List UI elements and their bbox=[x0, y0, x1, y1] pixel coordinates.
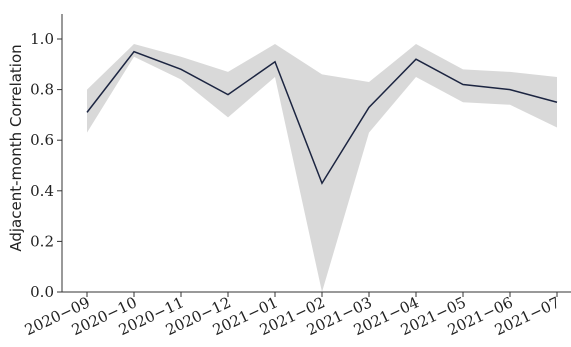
y-tick-label: 0.2 bbox=[30, 232, 54, 250]
series-line-layer bbox=[86, 50, 558, 185]
y-tick-label: 0.0 bbox=[30, 283, 54, 301]
y-tick-label: 0.8 bbox=[30, 81, 54, 99]
y-axis-label: Adjacent-month Correlation bbox=[7, 44, 25, 251]
y-tick-label: 0.4 bbox=[30, 182, 54, 200]
confidence-band bbox=[87, 44, 557, 293]
confidence-band-layer bbox=[87, 44, 557, 293]
y-tick-label: 1.0 bbox=[30, 30, 54, 48]
y-tick-label: 0.6 bbox=[30, 131, 54, 149]
y-axis-ticks: 0.0 0.2 0.4 0.6 0.8 1.0 bbox=[30, 30, 62, 301]
x-axis-ticks: 2020−092020−102020−112020−122021−012021−… bbox=[22, 292, 563, 339]
